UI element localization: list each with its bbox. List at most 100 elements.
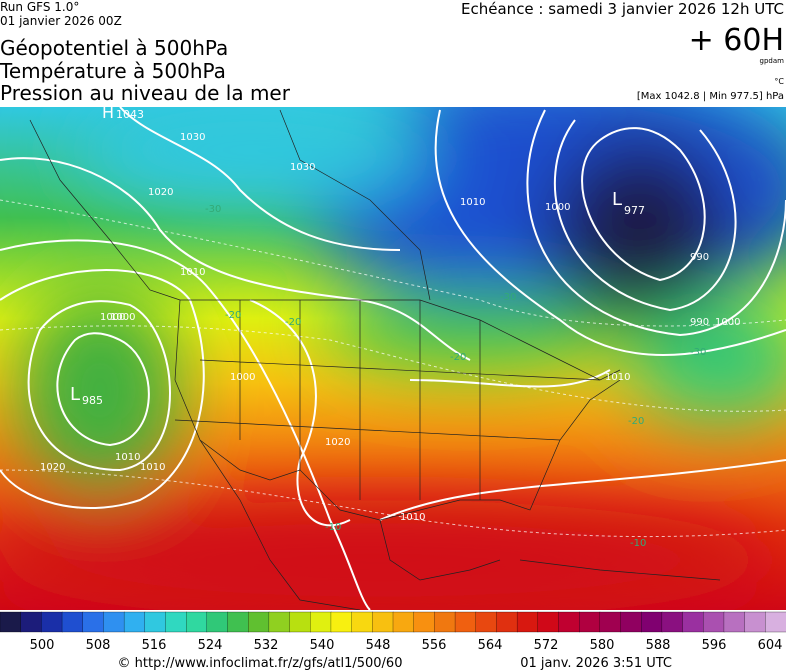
isotherm-label: -10 [325,522,341,533]
colorbar-swatch [434,611,456,633]
colorbar-swatch [475,611,498,633]
source-url: © http://www.infoclimat.fr/z/gfs/atl1/50… [118,656,403,671]
colorbar-label: 564 [478,638,503,653]
unit-geopotential: gpdam [760,57,785,65]
isotherm-label: -20 [285,317,301,328]
isobar-labels: 990 1000 1010 990 1000 1010 1000 1010 1020 1030 10… [40,132,740,549]
colorbar-swatch [454,611,477,633]
colorbar-swatch [289,611,311,633]
colorbar-label: 548 [366,638,391,653]
title: Température à 500hPa [0,59,226,83]
colorbar-swatch [516,611,539,633]
colorbar-label: 524 [198,638,223,653]
colorbar-swatch [537,611,560,633]
colorbar-label: 556 [422,638,447,653]
colorbar-swatch [330,611,353,633]
isotherm-label: -10 [630,538,646,549]
isobar-label: 1030 [290,162,315,173]
colorbar-swatch [723,611,746,633]
colorbar-label: 516 [142,638,167,653]
colorbar-swatch [103,611,125,633]
colorbar-swatch [61,611,84,633]
isobar-label: 1000 [230,372,255,383]
isobar-label: 1010 [180,267,205,278]
lead-time: + 60H [689,23,784,58]
colorbar-swatch [82,611,105,633]
high-symbol: H [102,103,114,122]
colorbar-swatch [0,611,22,633]
isobar-label: 990 [690,252,709,263]
isobar-label: 1010 [605,372,630,383]
colorbar-swatch [144,611,167,633]
run-label: Run GFS 1.0° [0,0,79,14]
low-symbol: L [612,189,622,210]
colorbar-swatch [123,611,146,633]
isobar-label: 1010 [115,452,140,463]
colorbar-swatch [744,611,766,633]
colorbar-swatch [372,611,394,633]
isotherm-label: -30 [500,292,516,303]
isobar-label: 990 [690,317,709,328]
isobar-label: 1000 [100,312,125,323]
colorbar-swatch [392,611,415,633]
low-symbol: L [70,384,80,405]
colorbar-label: 540 [310,638,335,653]
isotherm-label: -30 [690,347,706,358]
colorbar-swatch [641,611,663,633]
title: Pression au niveau de la mer [0,81,291,105]
map: L 977 L 985 H 1043 990 1000 1010 990 1000 101… [0,103,786,610]
high-value: 1043 [116,108,144,121]
colorbar-swatch [661,611,684,633]
pressure-extremes: [Max 1042.8 | Min 977.5] hPa [637,91,784,102]
colorbar-swatch [599,611,622,633]
colorbar-label: 604 [758,638,783,653]
colorbar-swatch [206,611,229,633]
isobars [0,107,786,610]
colorbar-swatch [558,611,580,633]
map-labels: L 977 L 985 H 1043 [70,103,645,407]
colorbar-label: 508 [86,638,111,653]
field-shading [0,107,786,610]
isobar-label: 1020 [325,437,350,448]
isobar-label: 1000 [545,202,570,213]
colorbar-swatch [186,611,208,633]
colorbar-swatch [579,611,601,633]
colorbar-label: 500 [30,638,55,653]
colorbar-label: 572 [534,638,559,653]
isobar-label: 1030 [180,132,205,143]
colorbar-label: 580 [590,638,615,653]
isobar-label: 1010 [400,512,425,523]
isobar-label: 1010 [140,462,165,473]
colorbar-swatch [351,611,373,633]
colorbar-swatch [682,611,704,633]
colorbar-swatch [765,611,786,633]
generated-time: 01 janv. 2026 3:51 UTC [520,656,672,671]
colorbar-label: 532 [254,638,279,653]
valid-time: Echéance : samedi 3 janvier 2026 12h UTC [461,0,784,18]
colorbar: 500 508 516 524 532 540 548 556 564 572 580 588 596 6… [0,611,786,653]
colorbar-swatch [268,611,291,633]
isotherm-label: -20 [225,310,241,321]
colorbar-swatch [165,611,187,633]
colorbar-swatch [620,611,642,633]
colorbar-swatch [413,611,436,633]
isobar-label: 1020 [148,187,173,198]
colorbar-swatch [41,611,63,633]
colorbar-swatch [20,611,43,633]
isotherm-label: -20 [450,352,466,363]
colorbar-swatch [310,611,332,633]
isotherms [0,199,786,538]
low-value: 977 [624,204,645,217]
colorbar-swatch [227,611,249,633]
colorbar-swatch [248,611,270,633]
borders [29,109,721,610]
isobar-label: 1000 [715,317,740,328]
colorbar-swatch [496,611,518,633]
colorbar-label: 588 [646,638,671,653]
run-date: 01 janvier 2026 00Z [0,14,122,28]
title: Géopotentiel à 500hPa [0,36,228,60]
unit-temperature: °C [774,77,784,86]
isobar-label: 1020 [40,462,65,473]
